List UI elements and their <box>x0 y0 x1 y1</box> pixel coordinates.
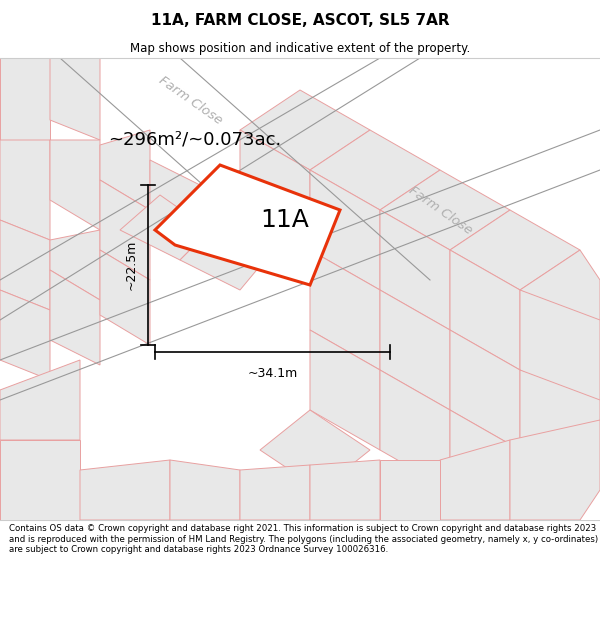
Polygon shape <box>520 370 600 490</box>
Polygon shape <box>0 58 420 320</box>
Polygon shape <box>50 58 100 140</box>
Polygon shape <box>170 460 240 520</box>
Polygon shape <box>100 250 150 345</box>
Polygon shape <box>50 230 100 300</box>
Text: 11A, FARM CLOSE, ASCOT, SL5 7AR: 11A, FARM CLOSE, ASCOT, SL5 7AR <box>151 12 449 28</box>
Polygon shape <box>0 58 50 140</box>
Polygon shape <box>450 410 520 520</box>
Polygon shape <box>0 440 80 520</box>
Text: ~34.1m: ~34.1m <box>247 367 298 380</box>
Text: Farm Close: Farm Close <box>406 183 474 237</box>
Polygon shape <box>450 250 520 370</box>
Polygon shape <box>100 130 150 210</box>
Polygon shape <box>310 130 440 210</box>
Polygon shape <box>310 330 380 450</box>
Polygon shape <box>150 160 200 260</box>
Text: ~22.5m: ~22.5m <box>125 240 138 290</box>
Polygon shape <box>50 270 100 365</box>
Polygon shape <box>180 230 265 290</box>
Polygon shape <box>520 290 600 410</box>
Polygon shape <box>0 360 80 440</box>
Polygon shape <box>380 210 450 330</box>
Polygon shape <box>450 210 580 290</box>
Polygon shape <box>120 195 210 260</box>
Polygon shape <box>0 130 600 400</box>
Polygon shape <box>240 90 370 170</box>
Polygon shape <box>0 220 50 310</box>
Polygon shape <box>310 460 380 520</box>
Polygon shape <box>240 465 310 520</box>
Text: 11A: 11A <box>260 208 310 232</box>
Polygon shape <box>450 330 520 450</box>
Polygon shape <box>380 290 450 410</box>
Polygon shape <box>0 140 50 240</box>
Polygon shape <box>380 460 440 520</box>
Text: Farm Close: Farm Close <box>156 73 224 127</box>
Polygon shape <box>260 410 370 490</box>
Polygon shape <box>380 170 510 250</box>
Text: Map shows position and indicative extent of the property.: Map shows position and indicative extent… <box>130 42 470 55</box>
Polygon shape <box>0 290 50 380</box>
Polygon shape <box>380 370 450 490</box>
Text: Contains OS data © Crown copyright and database right 2021. This information is : Contains OS data © Crown copyright and d… <box>9 524 598 554</box>
Polygon shape <box>155 165 340 285</box>
Polygon shape <box>520 250 600 330</box>
Polygon shape <box>60 58 430 280</box>
Polygon shape <box>240 130 310 250</box>
Polygon shape <box>510 420 600 520</box>
Polygon shape <box>310 250 380 370</box>
Polygon shape <box>100 180 150 280</box>
Polygon shape <box>310 170 380 290</box>
Polygon shape <box>50 140 100 230</box>
Text: ~296m²/~0.073ac.: ~296m²/~0.073ac. <box>109 131 281 149</box>
Polygon shape <box>80 460 170 520</box>
Polygon shape <box>440 440 510 520</box>
